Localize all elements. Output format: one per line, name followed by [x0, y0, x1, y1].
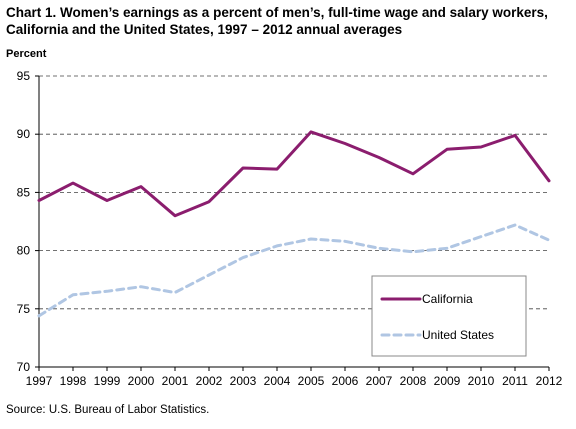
legend-box [371, 275, 527, 357]
y-tick-label: 95 [17, 69, 31, 83]
legend-label: United States [422, 328, 494, 342]
y-axis-title: Percent [6, 48, 47, 60]
x-tick-label: 2005 [298, 374, 325, 388]
legend-label: California [422, 292, 473, 306]
x-tick-label: 2010 [468, 374, 495, 388]
x-tick-label: 2006 [332, 374, 359, 388]
series-lines [37, 130, 551, 318]
x-tick-label: 2001 [162, 374, 189, 388]
x-tick-label: 2012 [536, 374, 563, 388]
y-tick-label: 70 [17, 360, 31, 374]
x-tick-label: 1997 [26, 374, 53, 388]
series-line-united-states [37, 223, 551, 318]
y-tick-label: 80 [17, 244, 31, 258]
axes: 70 75 80 85 90 95 Percent 1997 1998 1999 2000 2001 2… [6, 48, 563, 388]
y-tick-label: 75 [17, 302, 31, 316]
y-tick-label: 85 [17, 185, 31, 199]
x-tick-label: 1998 [60, 374, 87, 388]
x-tick-label: 1999 [94, 374, 121, 388]
x-tick-label: 2009 [434, 374, 461, 388]
legend: California United States [371, 275, 527, 357]
x-tick-label: 2011 [502, 374, 528, 388]
x-tick-label: 2004 [264, 374, 291, 388]
chart-title: Chart 1. Women’s earnings as a percent o… [6, 5, 548, 37]
series-line-california [37, 130, 551, 218]
grid-lines [39, 75, 549, 310]
x-tick-label: 2007 [366, 374, 393, 388]
source-note: Source: U.S. Bureau of Labor Statistics. [6, 404, 210, 416]
x-tick-label: 2002 [196, 374, 223, 388]
x-tick-label: 2003 [230, 374, 257, 388]
x-tick-label: 2008 [400, 374, 427, 388]
y-tick-label: 90 [17, 127, 31, 141]
x-tick-label: 2000 [128, 374, 155, 388]
